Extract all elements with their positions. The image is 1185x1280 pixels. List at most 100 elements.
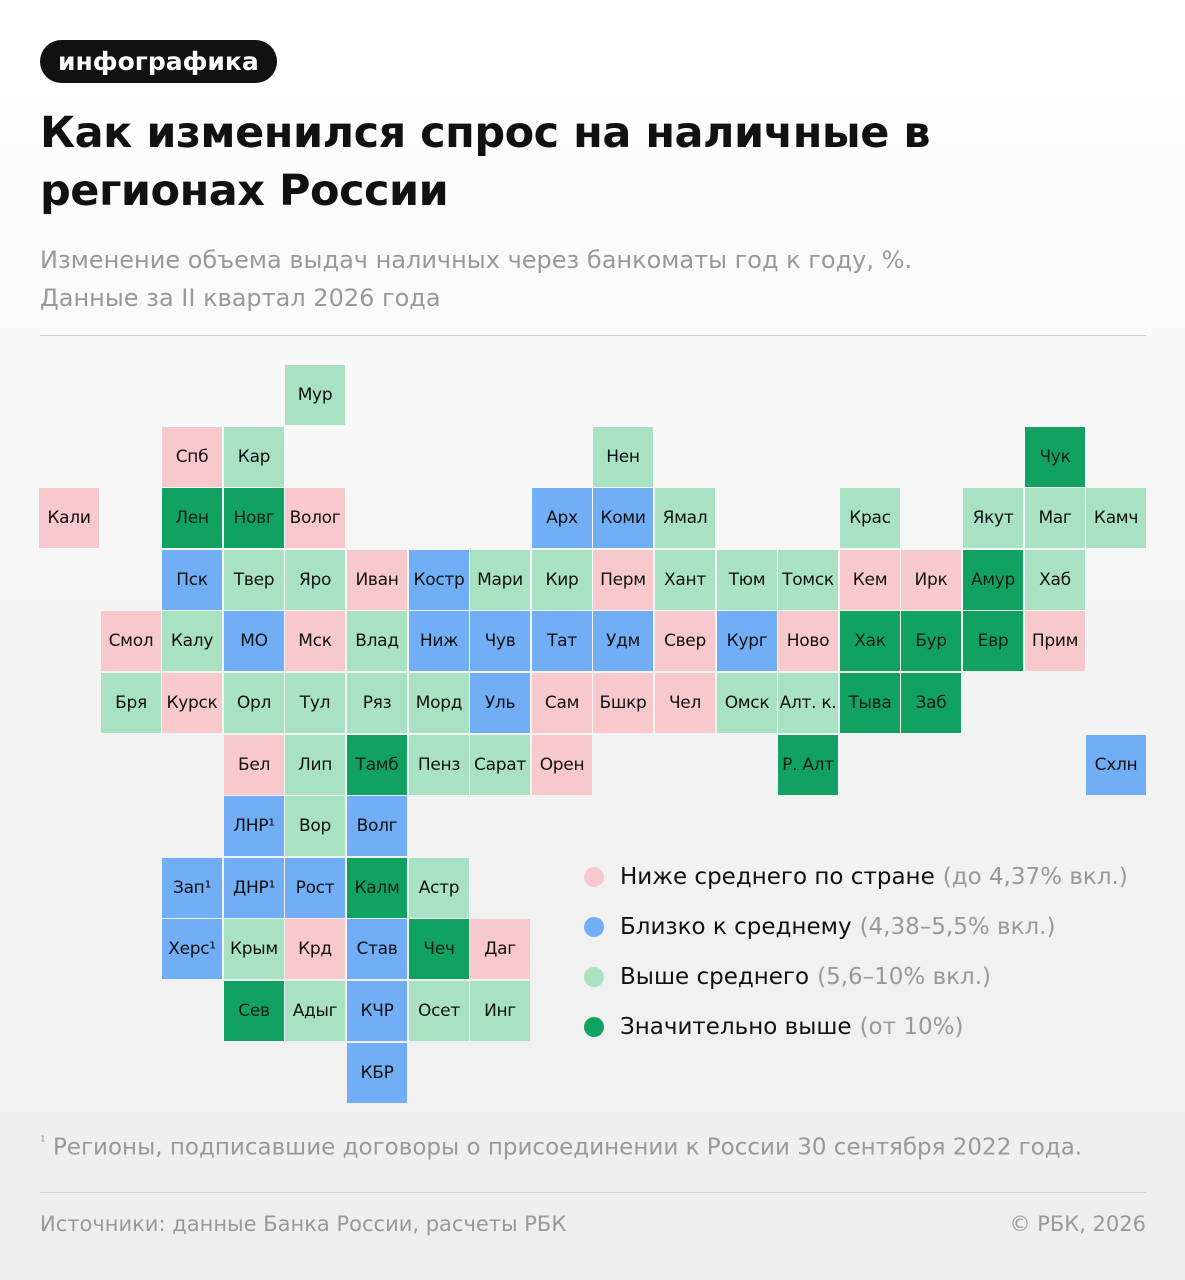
region-tile: Влад xyxy=(347,611,407,671)
region-tile: Мари xyxy=(470,550,530,610)
region-tile: Яро xyxy=(285,550,345,610)
region-tile: Евр xyxy=(963,611,1023,671)
region-tile: Кург xyxy=(717,611,777,671)
region-tile: Инг xyxy=(470,981,530,1041)
region-tile: Смол xyxy=(101,611,161,671)
region-tile: Кем xyxy=(840,550,900,610)
infographic-badge: инфографика xyxy=(40,40,277,83)
region-tile: Хаб xyxy=(1025,550,1085,610)
region-tile: Пск xyxy=(162,550,222,610)
region-tile: Хак xyxy=(840,611,900,671)
region-tile: Тыва xyxy=(840,673,900,733)
region-tile: Даг xyxy=(470,919,530,979)
region-tile: Схлн xyxy=(1086,735,1146,795)
region-tile: Крас xyxy=(840,488,900,548)
legend-label: Близко к среднему xyxy=(620,914,852,940)
region-tile: Ниж xyxy=(409,611,469,671)
bottom-divider xyxy=(40,1192,1146,1193)
footnote-mark: ¹ xyxy=(40,1134,46,1150)
region-tile: Чеч xyxy=(409,919,469,979)
legend-swatch xyxy=(584,967,604,987)
region-tile: Омск xyxy=(717,673,777,733)
region-tile: Уль xyxy=(470,673,530,733)
legend-range: (4,38–5,5% вкл.) xyxy=(859,914,1056,940)
region-tile: КБР xyxy=(347,1043,407,1103)
footnote-text: Регионы, подписавшие договоры о присоеди… xyxy=(52,1134,1083,1161)
region-tile: Нен xyxy=(593,427,653,487)
region-tile: Кали xyxy=(39,488,99,548)
region-tile: Ямал xyxy=(655,488,715,548)
region-tile: Хант xyxy=(655,550,715,610)
region-tile: КЧР xyxy=(347,981,407,1041)
region-tile: Камч xyxy=(1086,488,1146,548)
footnote: ¹ Регионы, подписавшие договоры о присое… xyxy=(40,1134,1160,1161)
region-tile: Кир xyxy=(532,550,592,610)
region-tile: Волг xyxy=(347,796,407,856)
region-tile: Сев xyxy=(224,981,284,1041)
region-tile: Сам xyxy=(532,673,592,733)
copyright: © РБК, 2026 xyxy=(1009,1212,1146,1236)
legend-swatch xyxy=(584,1017,604,1037)
region-tile: Свер xyxy=(655,611,715,671)
region-tile: Мур xyxy=(285,365,345,425)
page-title: Как изменился спрос на наличные в регион… xyxy=(40,108,931,216)
region-tile: Прим xyxy=(1025,611,1085,671)
region-tile: Бур xyxy=(901,611,961,671)
region-tile: Став xyxy=(347,919,407,979)
legend-label: Ниже среднего по стране xyxy=(620,864,935,890)
legend-item: Значительно выше (от 10%) xyxy=(584,1002,1128,1052)
subtitle-line-2: Данные за II квартал 2026 года xyxy=(40,284,441,312)
legend-item: Ниже среднего по стране (до 4,37% вкл.) xyxy=(584,852,1128,902)
legend-range: (от 10%) xyxy=(859,1014,964,1040)
region-tile: ЛНР¹ xyxy=(224,796,284,856)
region-tile: Коми xyxy=(593,488,653,548)
region-tile: Крд xyxy=(285,919,345,979)
region-tile: Крым xyxy=(224,919,284,979)
region-tile: Ново xyxy=(778,611,838,671)
region-tile: Якут xyxy=(963,488,1023,548)
source-note: Источники: данные Банка России, расчеты … xyxy=(40,1212,567,1236)
legend-swatch xyxy=(584,867,604,887)
region-tile: Лип xyxy=(285,735,345,795)
region-tile: Вор xyxy=(285,796,345,856)
legend-label: Выше среднего xyxy=(620,964,810,990)
subtitle-line-1: Изменение объема выдач наличных через ба… xyxy=(40,246,913,274)
region-tile: Ряз xyxy=(347,673,407,733)
region-tile: Бел xyxy=(224,735,284,795)
region-tile: Перм xyxy=(593,550,653,610)
region-tile: Чук xyxy=(1025,427,1085,487)
legend: Ниже среднего по стране (до 4,37% вкл.) Бл… xyxy=(584,852,1128,1052)
region-tile: МО xyxy=(224,611,284,671)
region-tile: Арх xyxy=(532,488,592,548)
region-tile: Рост xyxy=(285,858,345,918)
region-tile: Спб xyxy=(162,427,222,487)
region-tile: Удм xyxy=(593,611,653,671)
legend-item: Выше среднего (5,6–10% вкл.) xyxy=(584,952,1128,1002)
region-tile: Иван xyxy=(347,550,407,610)
region-tile: Костр xyxy=(409,550,469,610)
region-tile: Р. Алт xyxy=(778,735,838,795)
region-tile: Пенз xyxy=(409,735,469,795)
legend-label: Значительно выше xyxy=(620,1014,852,1040)
region-tile: Калу xyxy=(162,611,222,671)
region-tile: Зап¹ xyxy=(162,858,222,918)
region-tile: Орен xyxy=(532,735,592,795)
region-tile: Адыг xyxy=(285,981,345,1041)
region-tile: Осет xyxy=(409,981,469,1041)
region-tile: Бшкр xyxy=(593,673,653,733)
legend-range: (5,6–10% вкл.) xyxy=(817,964,992,990)
region-tile: Ирк xyxy=(901,550,961,610)
legend-swatch xyxy=(584,917,604,937)
region-tile: ДНР¹ xyxy=(224,858,284,918)
region-tile: Лен xyxy=(162,488,222,548)
subtitle: Изменение объема выдач наличных через ба… xyxy=(40,241,1140,317)
region-tile: Маг xyxy=(1025,488,1085,548)
top-divider xyxy=(40,335,1146,336)
region-tile: Бря xyxy=(101,673,161,733)
region-tile: Чув xyxy=(470,611,530,671)
legend-range: (до 4,37% вкл.) xyxy=(942,864,1128,890)
region-tile: Томск xyxy=(778,550,838,610)
region-tile: Кар xyxy=(224,427,284,487)
region-tile: Морд xyxy=(409,673,469,733)
